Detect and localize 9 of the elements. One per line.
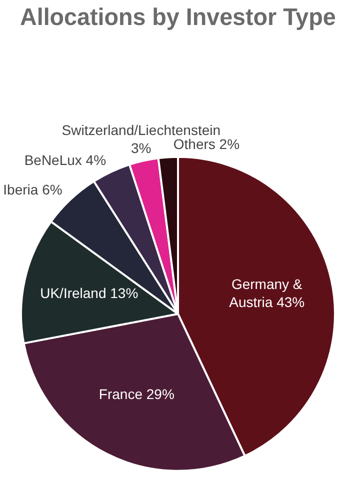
slice-label: Others 2% [173,136,240,152]
slice-label: Iberia 6% [3,182,62,198]
chart-title: Allocations by Investor Type [20,4,336,32]
slice-label: UK/Ireland 13% [40,284,138,301]
slice-label: France 29% [98,386,174,402]
slice-label: Germany & Austria 43% [229,276,305,310]
data-label: 3% [131,140,152,156]
slice-label: Switzerland/Liechtenstein [62,122,221,138]
slice-label: BeNeLux 4% [24,152,106,168]
